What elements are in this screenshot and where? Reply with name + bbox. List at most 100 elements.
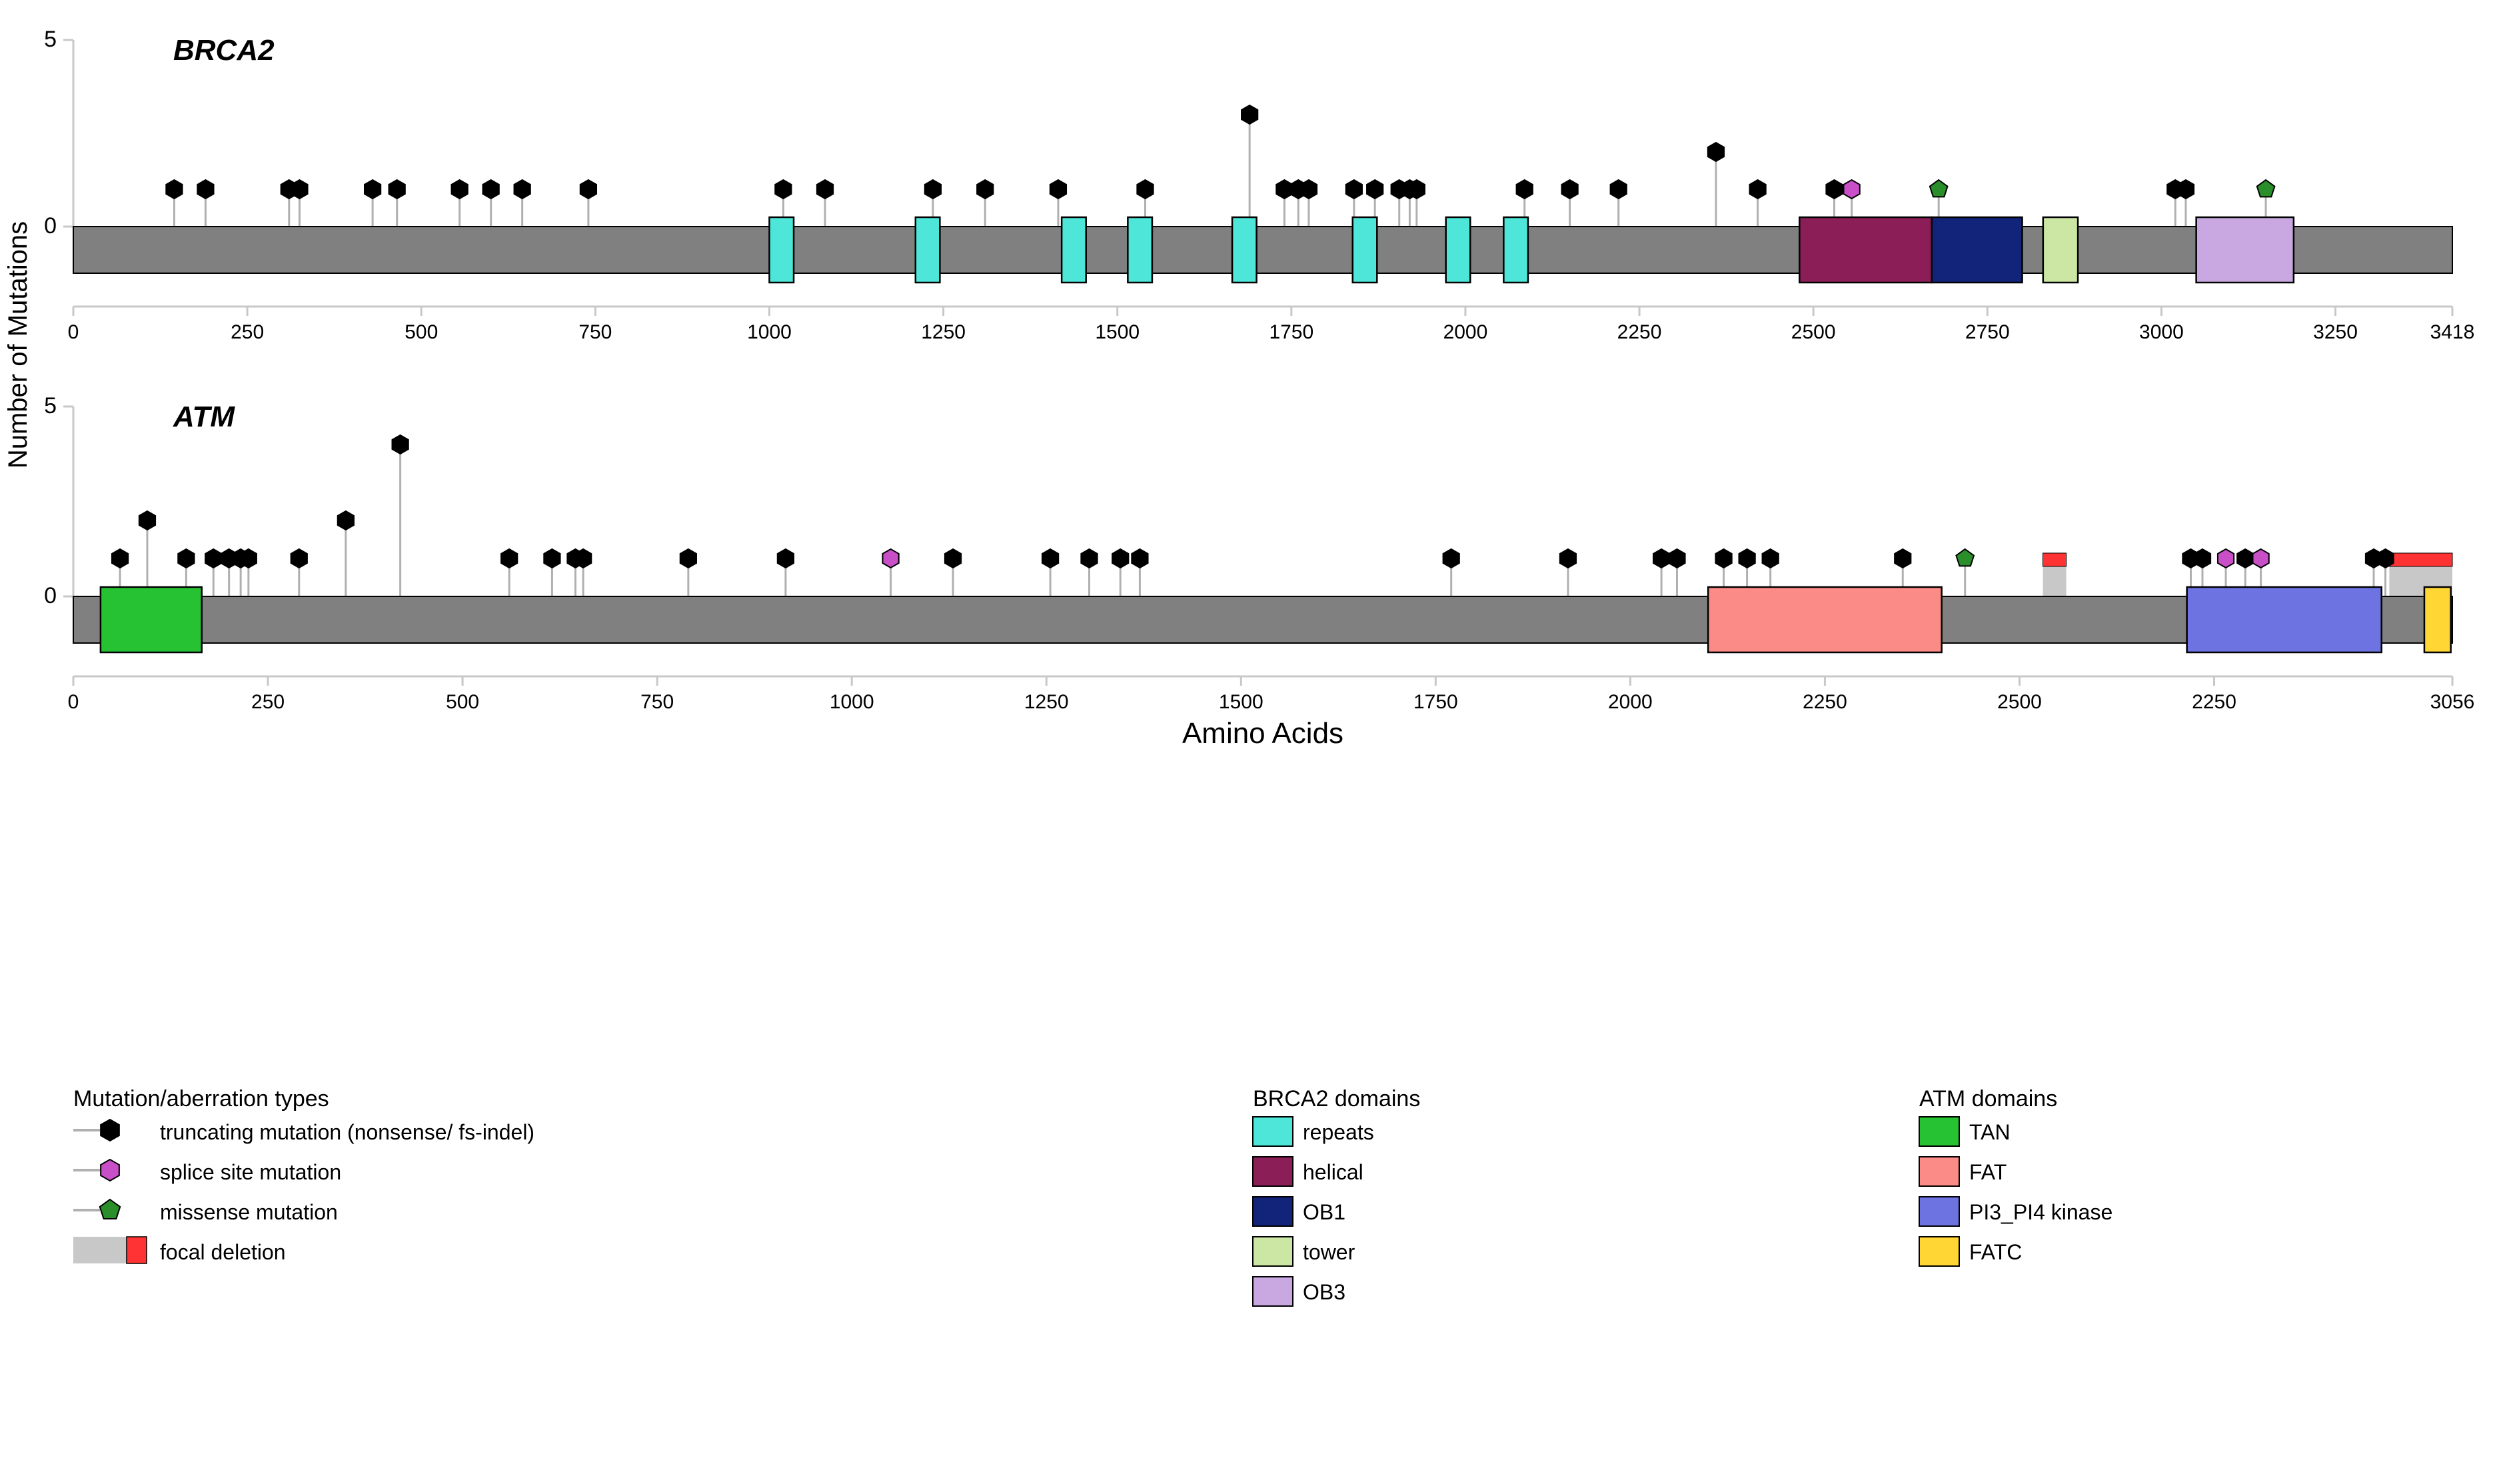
domain-repeats [769,217,794,283]
lollipop-head-trunc [1669,549,1685,568]
legend-hex-icon [101,1119,119,1141]
lollipop-head-splice [2218,549,2234,568]
x-tick-label: 1250 [1024,691,1069,713]
lollipop-head-trunc [925,180,941,199]
x-axis-label: Amino Acids [1182,717,1343,750]
x-tick-label: 2250 [1617,321,1662,343]
legend-swatch [1253,1197,1293,1226]
protein-bar [73,227,2452,273]
lollipop-head-trunc [338,511,354,530]
x-tick-label: 2000 [1443,321,1488,343]
legend-swatch [1919,1117,1959,1146]
legend-item-label: splice site mutation [160,1160,341,1184]
lollipop-head-trunc [365,180,381,199]
lollipop-head-trunc [291,549,307,568]
lollipop-head-trunc [1826,180,1842,199]
lollipop-head-trunc [1560,549,1576,568]
legend-item-label: OB3 [1303,1280,1345,1304]
lollipop-head-trunc [2194,549,2210,568]
legend-title: ATM domains [1919,1086,2057,1112]
x-tick-label: 750 [640,691,674,713]
gene-title-BRCA2: BRCA2 [173,34,275,67]
lollipop-head-trunc [1042,549,1058,568]
domain-repeats [1062,217,1086,283]
legend-item-label: PI3_PI4 kinase [1969,1200,2112,1224]
lollipop-head-trunc [778,549,794,568]
lollipop-head-trunc [166,180,182,199]
domain-helical [1799,217,1931,283]
lollipop-head-trunc [575,549,591,568]
x-tick-label: 2500 [1791,321,1836,343]
legend-focal-bar [127,1237,147,1263]
lollipop-head-trunc [389,180,405,199]
legend-focal-fill [73,1237,127,1263]
lollipop-head-trunc [680,549,696,568]
lollipop-head-trunc [205,549,221,568]
x-tick-label: 1250 [921,321,966,343]
lollipop-head-trunc [291,180,307,199]
lollipop-head-trunc [452,180,468,199]
legend-item-label: helical [1303,1160,1363,1184]
lollipop-head-trunc [977,180,993,199]
x-tick-label: 500 [446,691,479,713]
lollipop-head-splice [2253,549,2269,568]
x-tick-label: 250 [251,691,285,713]
legend-title: BRCA2 domains [1253,1086,1420,1112]
legend-item-label: missense mutation [160,1200,338,1224]
lollipop-head-trunc [393,435,409,454]
x-tick-label: 3418 [2430,321,2475,343]
legend-item-label: FAT [1969,1160,2007,1184]
lollipop-head-trunc [1749,180,1765,199]
focal-deletion-bar [2043,553,2067,566]
x-tick-label: 0 [68,691,79,713]
x-tick-label: 500 [405,321,438,343]
domain-OB3 [2196,217,2294,283]
lollipop-head-trunc [139,511,155,530]
domain-tower [2043,217,2078,283]
lollipop-head-splice [882,549,898,568]
lollipop-head-trunc [1653,549,1669,568]
domain-FATC [2424,587,2451,652]
x-tick-label: 250 [231,321,264,343]
legend-item-label: OB1 [1303,1200,1345,1224]
focal-deletion-bar [2389,553,2452,566]
lollipop-head-trunc [501,549,517,568]
y-tick-label: 0 [44,583,57,608]
legend-swatch [1919,1197,1959,1226]
lollipop-head-trunc [1137,180,1153,199]
legend-swatch [1919,1237,1959,1266]
x-tick-label: 1750 [1269,321,1313,343]
lollipop-head-trunc [1132,549,1148,568]
lollipop-head-trunc [775,180,791,199]
lollipop-head-trunc [1561,180,1577,199]
protein-bar [73,596,2452,643]
lollipop-head-trunc [1443,549,1459,568]
lollipop-head-trunc [544,549,560,568]
lollipop-head-trunc [1715,549,1731,568]
legend-swatch [1919,1157,1959,1186]
lollipop-head-trunc [1763,549,1779,568]
y-tick-label: 5 [44,393,57,418]
lollipop-head-trunc [514,180,530,199]
domain-PI3_PI4 kinase [2187,587,2382,652]
legend-title: Mutation/aberration types [73,1086,329,1112]
lollipop-head-trunc [1050,180,1066,199]
legend-swatch [1253,1157,1293,1186]
x-tick-label: 1750 [1413,691,1458,713]
figure-svg: Number of Mutations05BRCA202505007501000… [0,0,2513,1484]
domain-repeats [1353,217,1377,283]
legend-swatch [1253,1237,1293,1266]
domain-repeats [1128,217,1152,283]
x-tick-label: 2750 [1965,321,2010,343]
lollipop-head-trunc [241,549,257,568]
lollipop-head-trunc [1895,549,1911,568]
domain-repeats [1503,217,1528,283]
lollipop-head-trunc [1517,180,1533,199]
lollipop-head-trunc [2237,549,2253,568]
x-tick-label: 1500 [1219,691,1263,713]
domain-TAN [101,587,202,652]
lollipop-head-trunc [580,180,596,199]
lollipop-head-trunc [2178,180,2194,199]
legend-item-label: repeats [1303,1120,1374,1144]
lollipop-head-trunc [1242,105,1257,124]
